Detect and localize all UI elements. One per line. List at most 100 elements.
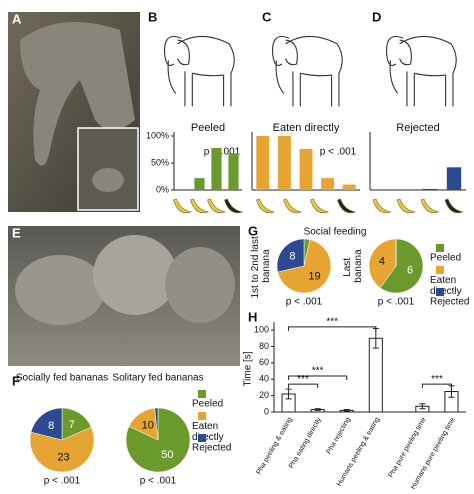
bar — [342, 184, 356, 190]
banana — [190, 198, 209, 214]
slice-label: 23 — [57, 451, 69, 463]
elephant-photo — [15, 255, 105, 325]
legend-label: Peeled — [192, 399, 223, 410]
legend-swatch — [198, 412, 206, 420]
panel-letter: E — [12, 225, 21, 240]
banana — [337, 198, 356, 214]
y-tick-label: 0 — [264, 406, 269, 416]
legend-label: Eaten directly — [430, 275, 462, 297]
significance-label: *** — [326, 316, 338, 327]
significance-bracket — [421, 383, 452, 389]
bar — [446, 167, 462, 190]
legend-swatch — [198, 434, 206, 442]
banana — [173, 198, 192, 214]
pie-slice — [368, 238, 397, 289]
slice-label: 6 — [407, 264, 413, 276]
significance-label: *** — [297, 374, 309, 385]
bar — [277, 136, 291, 190]
slice-label: 8 — [289, 251, 295, 263]
pie-label: 1st to 2nd last banana — [250, 233, 272, 298]
significance-label: *** — [431, 374, 443, 385]
annotation: p < .001 — [286, 297, 323, 308]
chart-title: Peeled — [191, 122, 225, 134]
legend-label: Eaten directly — [192, 421, 224, 443]
chart-title: Eaten directly — [273, 122, 340, 134]
legend-label: Peeled — [430, 253, 461, 264]
banana — [207, 198, 226, 214]
legend-label: Rejected — [192, 443, 231, 454]
banana — [444, 198, 464, 214]
y-tick-label: 50% — [151, 157, 169, 167]
y-tick-label: 60 — [259, 357, 269, 367]
pie-slice — [154, 407, 159, 441]
elephant-photo — [20, 22, 135, 166]
legend-label: Rejected — [430, 297, 469, 308]
significance-label: *** — [312, 366, 324, 377]
pie-label: Last banana — [342, 249, 364, 283]
legend-swatch — [198, 390, 206, 398]
elephant-photo — [165, 247, 235, 323]
significance-bracket — [288, 375, 348, 380]
y-tick-label: 0% — [156, 184, 169, 194]
elephant-drawing — [271, 35, 343, 107]
banana — [372, 198, 392, 214]
pie-slice — [277, 239, 332, 294]
bar — [422, 188, 438, 190]
y-tick-label: 40 — [259, 374, 269, 384]
x-tick-label: Pha rejecting — [326, 416, 353, 455]
pie-label: Socially fed bananas — [16, 373, 108, 384]
annotation: p < .001 — [44, 476, 81, 487]
panel-letter: A — [12, 11, 22, 26]
bar — [321, 178, 335, 190]
bar — [211, 147, 222, 190]
slice-label: 4 — [379, 255, 385, 267]
elephant-drawing — [385, 35, 457, 107]
slice-label: 10 — [142, 420, 154, 432]
panel-letter: G — [248, 223, 258, 238]
legend-swatch — [436, 288, 444, 296]
slice-label: 7 — [69, 419, 75, 431]
pie-slice — [276, 238, 305, 273]
banana — [224, 198, 243, 214]
legend-swatch — [436, 244, 444, 252]
banana — [283, 198, 302, 214]
y-tick-label: 100 — [254, 324, 269, 334]
legend-swatch — [436, 266, 444, 274]
elephant-drawing — [163, 35, 235, 107]
slice-label: 8 — [48, 420, 54, 432]
chart-title: Rejected — [396, 122, 439, 134]
pie-slice — [125, 407, 191, 473]
panel-letter: D — [372, 9, 381, 24]
banana — [396, 198, 416, 214]
pie-slice — [379, 238, 424, 294]
panel-letter: B — [148, 9, 157, 24]
chart-title: Social feeding — [304, 227, 367, 238]
panel-letter: C — [262, 9, 272, 24]
annotation: p < .001 — [204, 147, 241, 158]
slice-label: 19 — [308, 270, 320, 282]
slice-label: 50 — [161, 449, 173, 461]
bar — [194, 178, 205, 190]
panel-letter: H — [248, 309, 257, 324]
annotation: p < .001 — [320, 147, 357, 158]
banana — [420, 198, 440, 214]
significance-bracket — [288, 383, 319, 389]
elephant-photo — [93, 235, 177, 315]
pie-slice — [30, 407, 63, 441]
bar — [299, 148, 313, 190]
bar — [368, 337, 383, 413]
significance-bracket — [288, 326, 377, 331]
annotation: p < .001 — [140, 476, 177, 487]
panel-letter: F — [12, 373, 20, 388]
bar — [256, 136, 270, 190]
bar — [228, 153, 239, 190]
y-axis-label: Time [s] — [243, 351, 254, 386]
annotation: p < .001 — [378, 297, 415, 308]
banana — [256, 198, 275, 214]
y-tick-label: 100% — [146, 130, 169, 140]
trunk-photo — [92, 168, 124, 192]
banana — [310, 198, 329, 214]
x-tick-label: Pha eating directly — [288, 416, 323, 470]
y-tick-label: 80 — [259, 341, 269, 351]
